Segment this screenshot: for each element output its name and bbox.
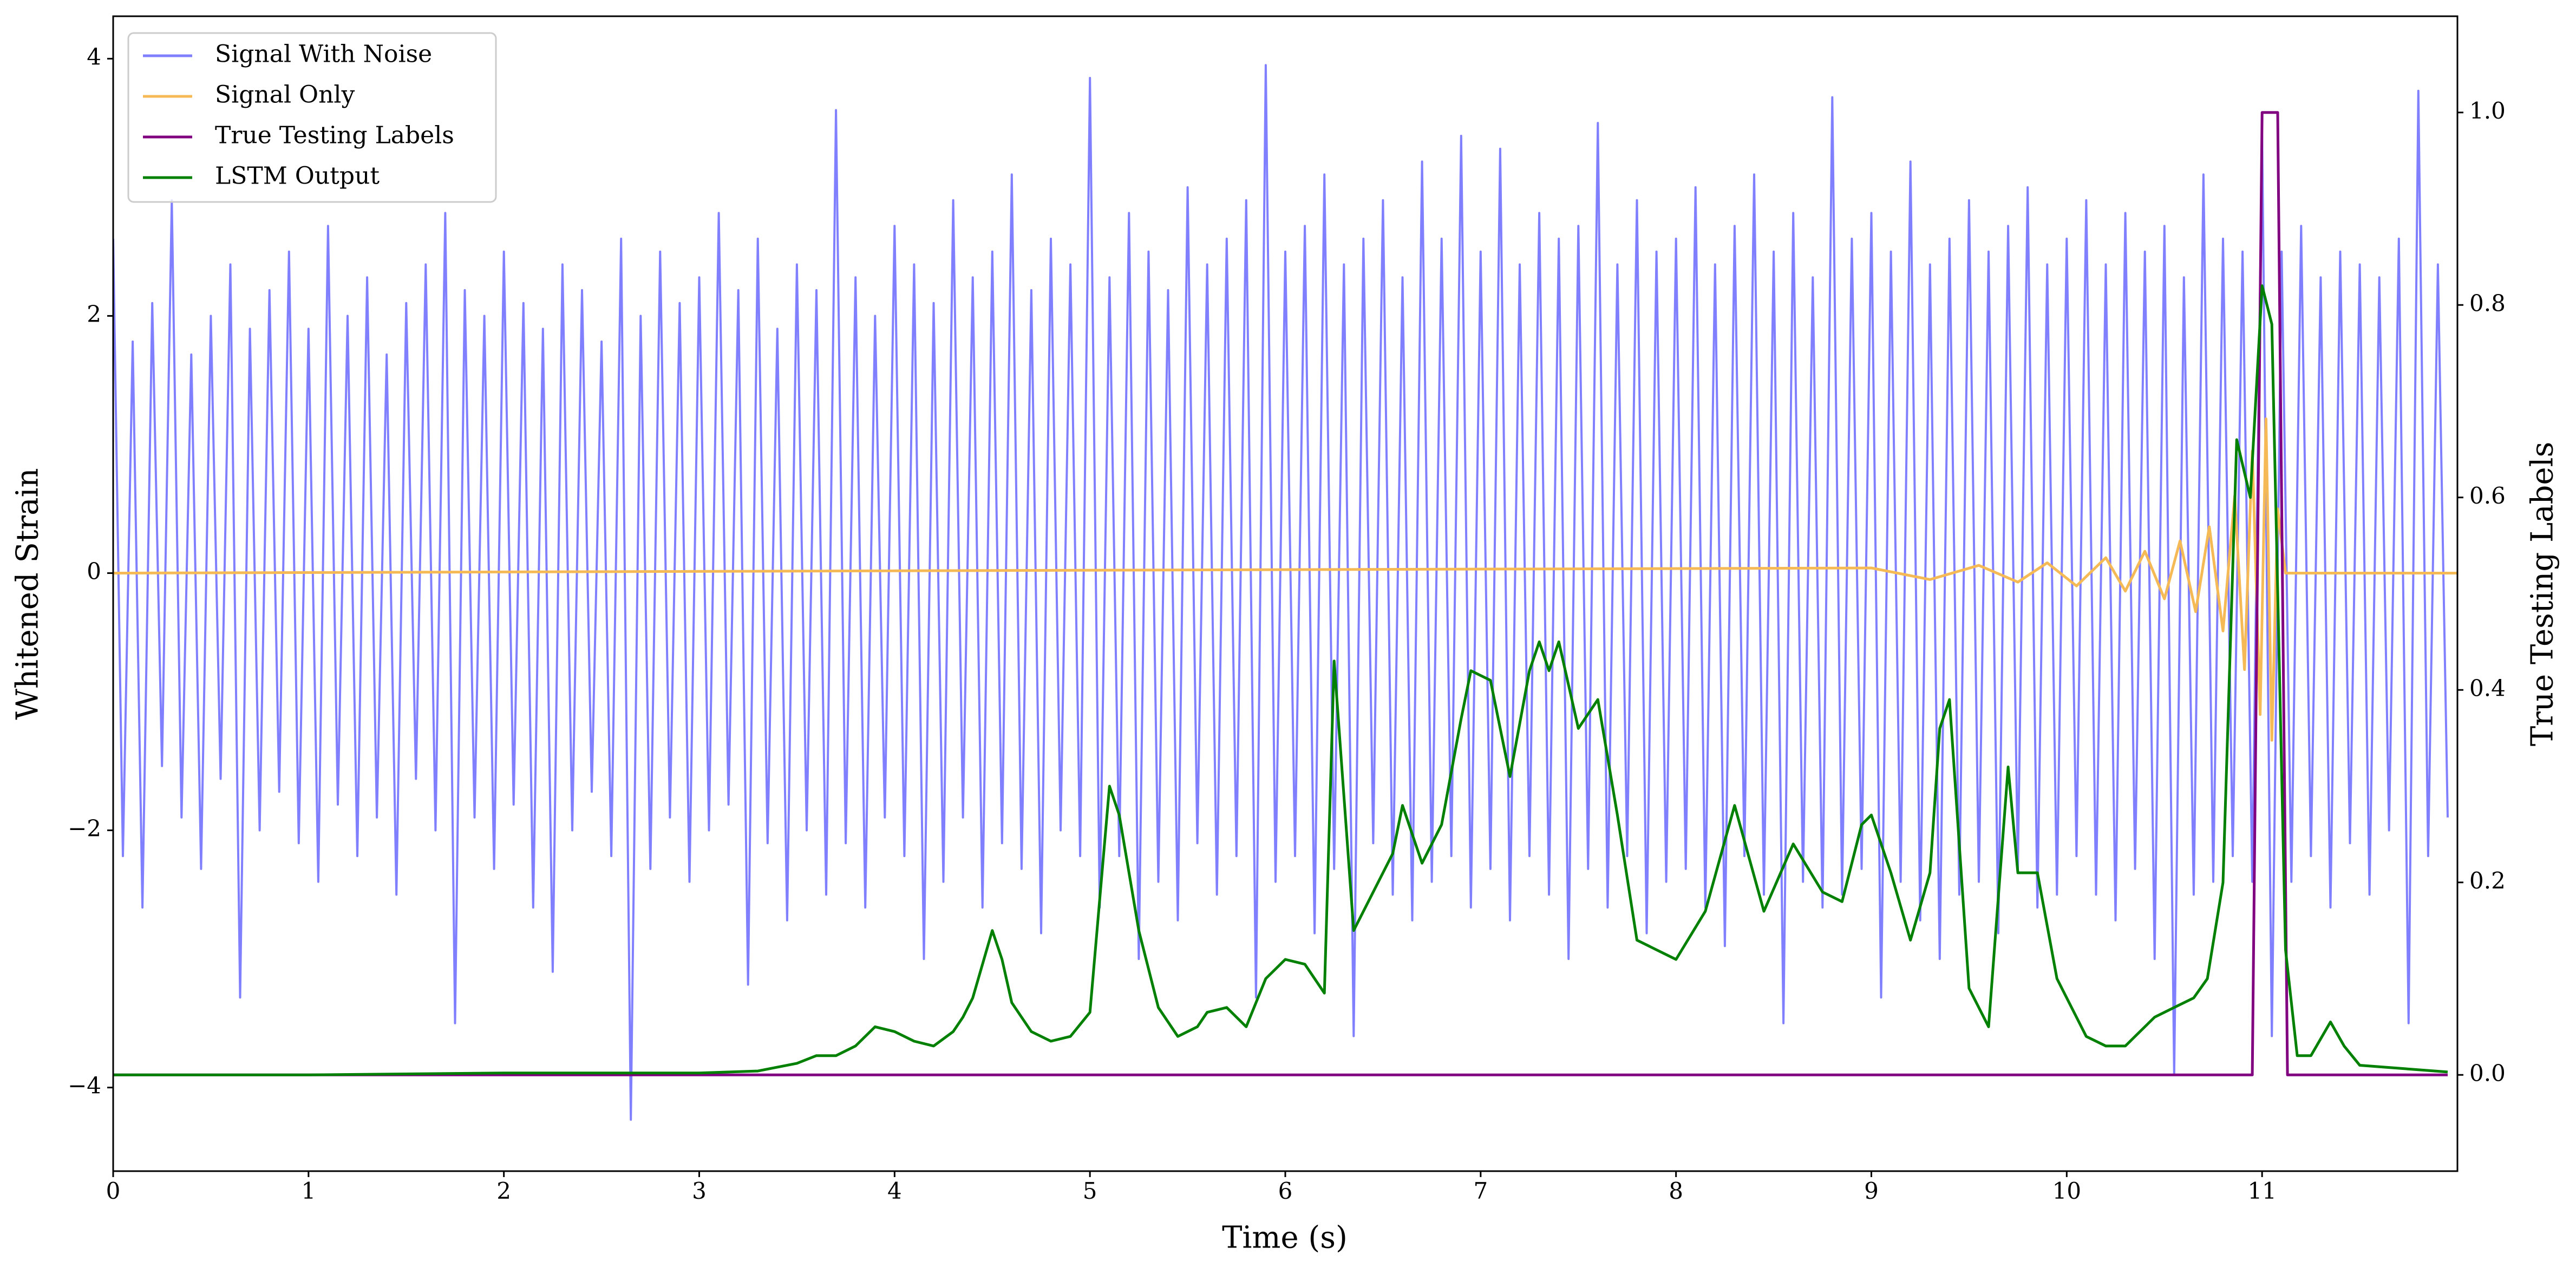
plot-area [113, 64, 2457, 1121]
legend-label: Signal Only [215, 81, 355, 109]
x-tick-label: 5 [1083, 1178, 1097, 1204]
y2-tick-label: 0.2 [2469, 867, 2506, 894]
x-tick-label: 10 [2052, 1178, 2081, 1204]
y-axis-label: Whitened Strain [10, 468, 45, 720]
legend-label: Signal With Noise [215, 41, 432, 68]
y2-tick-label: 0.0 [2469, 1060, 2506, 1086]
legend-label: True Testing Labels [215, 122, 454, 149]
y2-axis-label: True Testing Labels [2525, 442, 2560, 746]
x-tick-label: 11 [2247, 1178, 2276, 1204]
x-tick-label: 6 [1278, 1178, 1293, 1204]
series-line [113, 284, 2448, 1076]
y-tick-label: 2 [87, 300, 101, 327]
series-line [113, 111, 2448, 1076]
y-tick-label: 4 [87, 43, 101, 70]
x-tick-label: 9 [1864, 1178, 1879, 1204]
y2-tick-label: 0.6 [2469, 482, 2506, 509]
x-tick-label: 0 [106, 1178, 121, 1204]
y-tick-label: −4 [68, 1073, 101, 1099]
series-line [113, 417, 2457, 742]
y-tick-label: −2 [68, 815, 101, 842]
series-line [113, 64, 2449, 1121]
x-axis-label: Time (s) [1222, 1220, 1348, 1256]
legend-box [127, 32, 497, 203]
x-tick-label: 7 [1473, 1178, 1488, 1204]
y2-tick-label: 0.8 [2469, 290, 2506, 316]
legend-label: LSTM Output [215, 162, 380, 190]
y-tick-label: 0 [87, 558, 101, 584]
x-tick-label: 4 [887, 1178, 902, 1204]
x-tick-label: 3 [692, 1178, 707, 1204]
y2-tick-label: 1.0 [2469, 97, 2506, 124]
y2-tick-label: 0.4 [2469, 675, 2506, 701]
series-group [113, 64, 2457, 1121]
x-tick-label: 1 [301, 1178, 316, 1204]
x-tick-label: 2 [496, 1178, 511, 1204]
x-tick-label: 8 [1669, 1178, 1683, 1204]
